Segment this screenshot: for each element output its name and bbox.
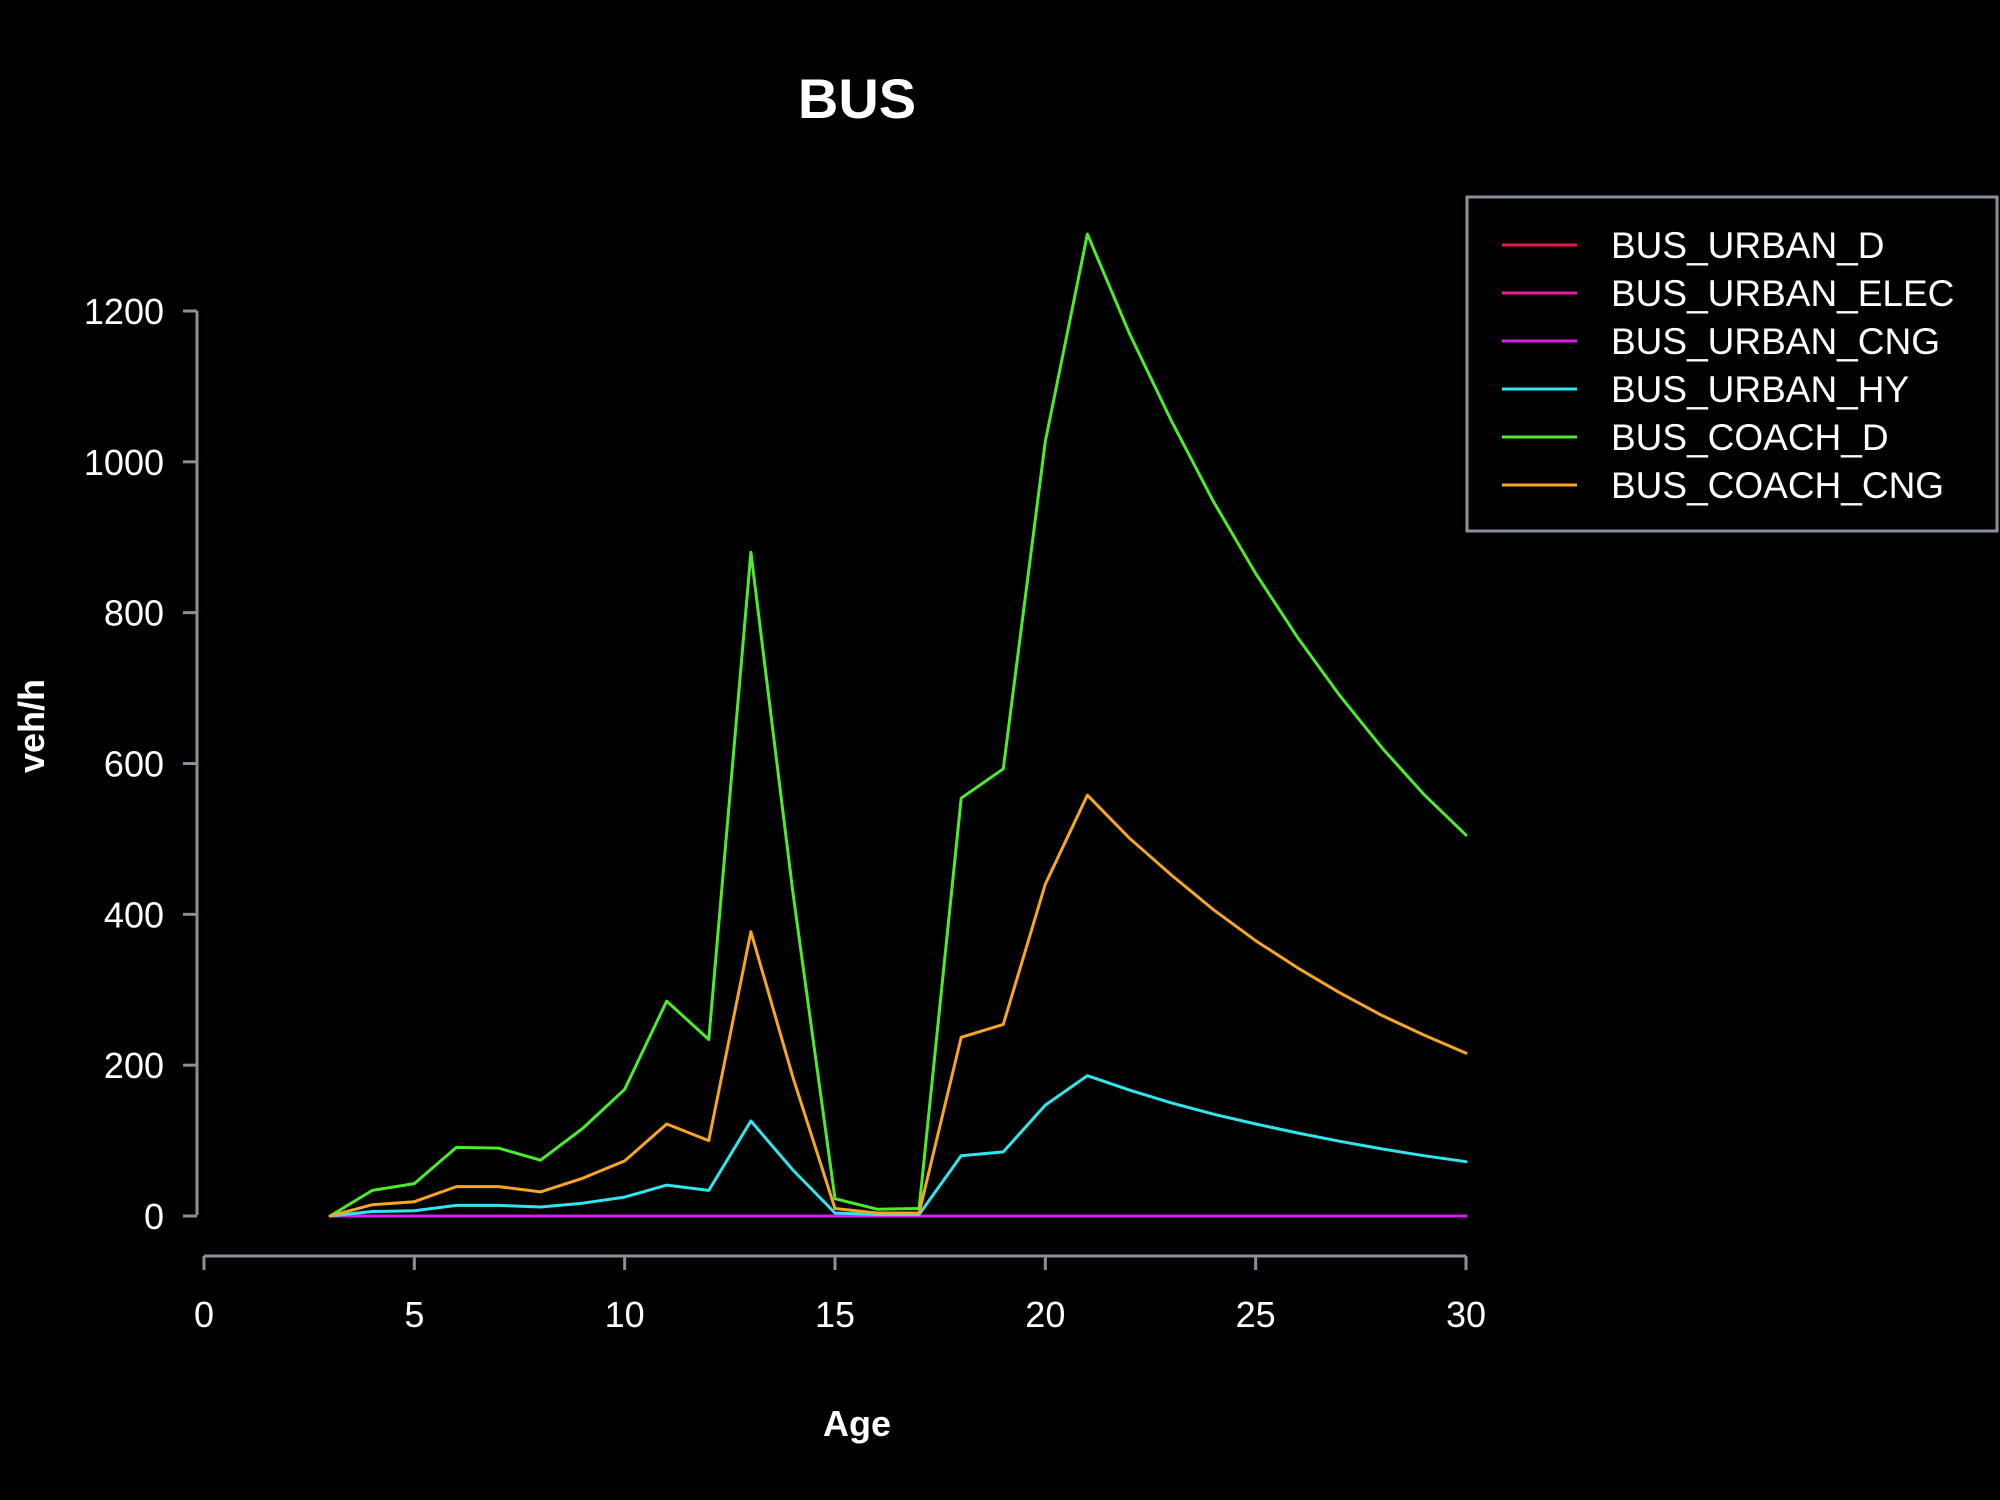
x-tick-label: 5 bbox=[404, 1294, 424, 1335]
legend-label: BUS_URBAN_ELEC bbox=[1611, 273, 1954, 314]
y-tick-label: 1200 bbox=[84, 291, 164, 332]
legend-label: BUS_COACH_CNG bbox=[1611, 465, 1944, 506]
x-axis-title: Age bbox=[823, 1403, 891, 1444]
x-tick-label: 25 bbox=[1236, 1294, 1276, 1335]
legend-label: BUS_URBAN_CNG bbox=[1611, 321, 1940, 362]
y-tick-label: 600 bbox=[104, 744, 164, 785]
legend-label: BUS_URBAN_HY bbox=[1611, 369, 1909, 410]
legend-label: BUS_COACH_D bbox=[1611, 417, 1889, 458]
legend-label: BUS_URBAN_D bbox=[1611, 225, 1884, 266]
series-lines bbox=[328, 232, 1468, 1218]
y-tick-label: 800 bbox=[104, 593, 164, 634]
legend: BUS_URBAN_D BUS_URBAN_ELEC BUS_URBAN_CNG BU… bbox=[1465, 195, 1999, 533]
x-tick-label: 10 bbox=[605, 1294, 645, 1335]
x-tick-label: 15 bbox=[815, 1294, 855, 1335]
y-axis-title: veh/h bbox=[11, 679, 52, 773]
x-tick-label: 30 bbox=[1446, 1294, 1486, 1335]
y-tick-label: 1000 bbox=[84, 442, 164, 483]
chart-title: BUS bbox=[798, 67, 916, 130]
y-tick-label: 0 bbox=[144, 1196, 164, 1237]
x-tick-label: 0 bbox=[194, 1294, 214, 1335]
y-tick-label: 400 bbox=[104, 894, 164, 935]
series-line-bus-coach-d bbox=[328, 232, 1468, 1218]
legend-items: BUS_URBAN_D BUS_URBAN_ELEC BUS_URBAN_CNG BU… bbox=[1502, 225, 1954, 506]
y-axis-ticks: 0 200 400 600 800 1000 1200 bbox=[84, 291, 197, 1237]
x-tick-label: 20 bbox=[1025, 1294, 1065, 1335]
legend-box bbox=[1465, 195, 1999, 533]
y-tick-label: 200 bbox=[104, 1045, 164, 1086]
series-line-bus-coach-cng bbox=[328, 793, 1468, 1218]
x-axis-ticks: 0 5 10 15 20 25 30 bbox=[194, 1256, 1486, 1335]
